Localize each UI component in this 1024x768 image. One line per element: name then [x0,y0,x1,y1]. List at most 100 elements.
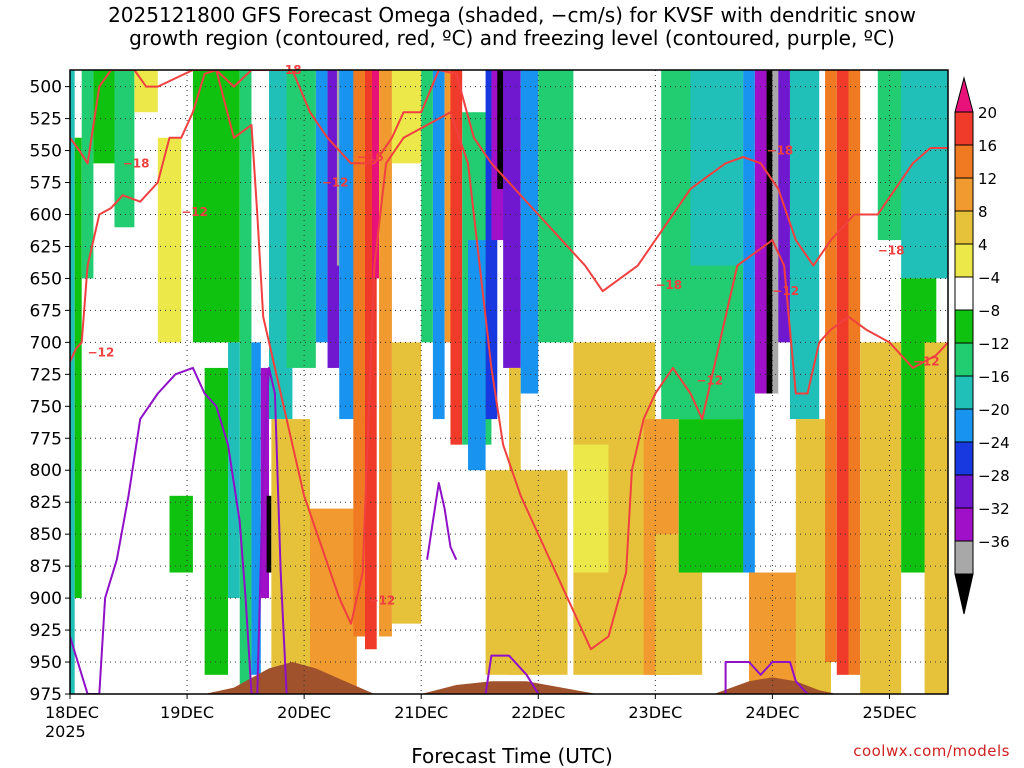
terrain-area [70,662,948,694]
x-tick-label: 23DEC [628,703,682,722]
contour-label: −12 [696,374,723,388]
colorbar-swatch [954,111,974,146]
y-tick-label: 675 [30,301,62,321]
omega-band [315,70,328,343]
colorbar-swatch [954,474,974,509]
y-tick-label: 525 [30,110,62,130]
omega-band [81,70,94,279]
omega-band [70,70,75,694]
omega-band [327,70,340,368]
colorbar-swatch [954,243,974,278]
y-axis: 500 525 550 575 600 625 650 675 700 725 750 775 800 8… [30,78,70,705]
colorbar-label: 8 [978,203,988,221]
y-tick-label: 775 [30,429,62,449]
omega-band [93,70,115,164]
omega-band [497,70,504,189]
contour-line [426,482,458,561]
y-tick-label: 500 [30,78,62,98]
omega-band [157,137,182,343]
omega-band [228,342,240,599]
y-tick-label: 800 [30,461,62,481]
omega-band [754,70,767,394]
omega-band [485,70,498,420]
y-tick-label: 600 [30,205,62,225]
omega-band [678,419,749,573]
contour-line [724,661,809,694]
omega-band [503,70,521,368]
terrain-fill [70,662,948,694]
y-tick-label: 850 [30,525,62,545]
x-axis-label: Forecast Time (UTC) [411,744,613,768]
colorbar-swatch [954,276,974,311]
y-tick-label: 700 [30,333,62,353]
contour-label: −16 [357,150,384,164]
contour-label: −18 [767,144,794,158]
x-tick-label: 21DEC [394,703,448,722]
contour-label: −12 [772,284,799,298]
colorbar-label: −12 [978,335,1010,353]
omega-band [379,70,392,637]
colorbar-label: 4 [978,236,988,254]
x-tick-label: 22DEC [511,703,565,722]
omega-band [239,70,252,694]
colorbar-swatch [954,441,974,476]
omega-band [266,495,272,573]
contour-label: −18 [655,278,682,292]
x-tick-label: 18DEC [45,703,99,722]
colorbar-swatch [954,210,974,245]
y-tick-label: 550 [30,142,62,162]
contour-label: −18 [123,156,150,170]
omega-band [432,70,445,420]
contour-labels: −18−18−12−12−12−16−12−18−12−18−12−18−12 [88,63,940,608]
colorbar-label: −20 [978,401,1010,419]
y-tick-label: 975 [30,685,62,705]
omega-band [134,70,158,113]
omega-band [825,70,837,663]
x-tick-label: 20DEC [277,703,331,722]
colorbar-label: −32 [978,500,1010,518]
colorbar-label: −24 [978,434,1010,452]
x-tick-sublabel: 2025 [45,722,86,741]
omega-band [901,70,948,279]
omega-band [391,342,422,624]
contour-label: −12 [913,355,940,369]
colorbar-swatch [954,507,974,542]
y-tick-label: 925 [30,621,62,641]
omega-band [743,70,755,573]
colorbar-swatch [954,309,974,344]
contour-line [484,654,540,694]
y-tick-label: 725 [30,365,62,385]
colorbar-swatch [954,375,974,410]
omega-band [286,70,316,368]
omega-band [924,342,948,694]
omega-band [848,70,861,675]
omega-band [772,70,779,394]
colorbar-swatch [954,144,974,179]
colorbar-triangle-top [954,76,974,113]
y-tick-label: 650 [30,269,62,289]
colorbar-triangle-bottom [954,573,974,615]
y-tick-label: 875 [30,557,62,577]
contour-line [70,70,948,293]
colorbar-swatch [954,177,974,212]
contour-label: −12 [369,594,396,608]
omega-band [860,342,902,694]
omega-band [251,342,261,675]
omega-band [468,240,486,471]
omega-band [573,444,609,573]
x-tick-label: 19DEC [160,703,214,722]
y-tick-label: 950 [30,653,62,673]
contour-line [70,70,948,651]
omega-band [421,70,433,343]
colorbar-label: −36 [978,533,1010,551]
plot-frame [69,69,949,695]
omega-band [353,70,366,637]
omega-band [192,70,240,343]
omega-band [450,70,463,445]
omega-shading [70,70,948,694]
omega-band [114,70,135,228]
omega-band [204,367,229,675]
contour-line [70,366,288,694]
